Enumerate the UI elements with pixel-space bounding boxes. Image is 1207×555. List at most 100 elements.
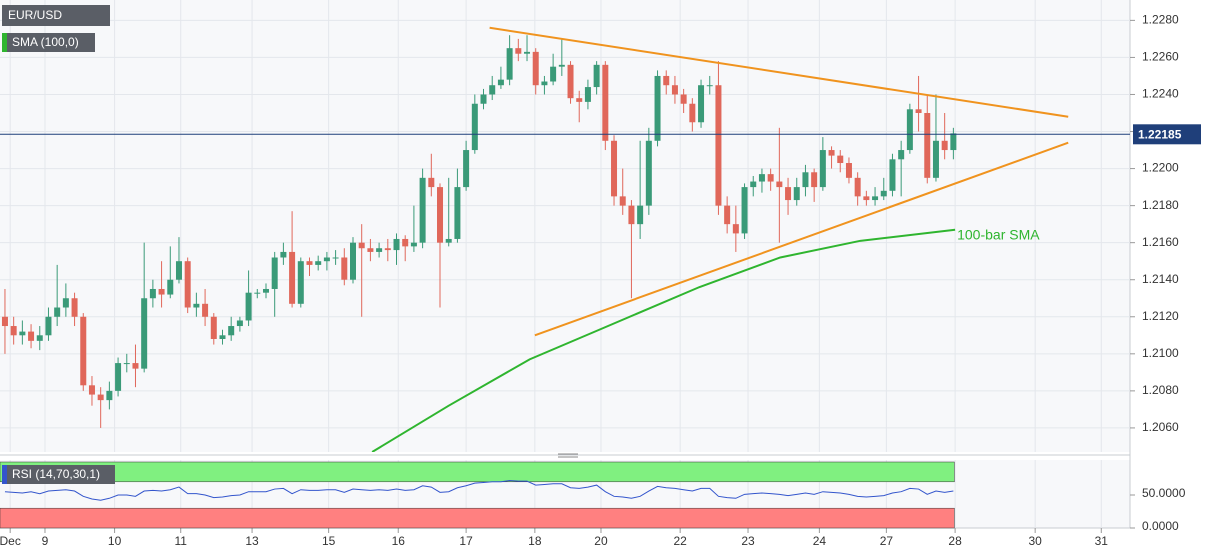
x-tick-label: 18	[528, 534, 542, 548]
candle-body	[776, 181, 783, 188]
y-tick-label: 1.2140	[1142, 272, 1179, 286]
candle-body	[245, 292, 252, 321]
candle-body	[141, 298, 148, 369]
candle-body	[184, 261, 191, 308]
rsi-y-tick-label: 0.0000	[1142, 519, 1179, 533]
y-tick-label: 1.2120	[1142, 309, 1179, 323]
separator-handle	[558, 453, 578, 458]
x-tick-label: 16	[392, 534, 406, 548]
candle-body	[698, 85, 705, 123]
candle-body	[872, 196, 879, 201]
candle-body	[419, 177, 426, 243]
candle-body	[158, 288, 165, 295]
candle-body	[262, 288, 269, 293]
candle-body	[558, 64, 565, 67]
x-tick-label: 31	[1095, 534, 1109, 548]
rsi: 50.0000 0.0000 RSI (14,70,30,1)	[0, 461, 1186, 533]
price-panel	[0, 0, 1130, 452]
candle-body	[898, 150, 905, 160]
candle-body	[628, 205, 635, 225]
candle-body	[376, 248, 383, 252]
candle-body	[437, 187, 444, 243]
candle-body	[88, 385, 95, 395]
candle-body	[228, 326, 235, 336]
candle-body	[315, 261, 322, 265]
candle-body	[576, 98, 583, 102]
sma-line	[371, 228, 956, 452]
candle-body	[811, 172, 818, 188]
x-tick-label: 28	[948, 534, 962, 548]
candle-body	[97, 394, 104, 401]
x-tick-label: 23	[741, 534, 755, 548]
candle-body	[219, 335, 226, 339]
candle-body	[10, 326, 17, 336]
candle-body	[341, 257, 348, 280]
candle-body	[306, 261, 313, 265]
candle-body	[71, 298, 78, 317]
overlay: EUR/USD SMA (100,0) 1.2060 1.2080 1.2100 1.…	[0, 5, 1201, 548]
candle-body	[332, 257, 339, 259]
candle-body	[393, 238, 400, 251]
plot	[0, 26, 1130, 452]
candle-body	[210, 316, 217, 339]
candle-body	[402, 238, 409, 247]
candle-body	[611, 140, 618, 197]
candle-body	[924, 113, 931, 178]
candle-body	[54, 307, 61, 317]
candle-body	[80, 316, 87, 386]
x-tick-label: 22	[673, 534, 687, 548]
candle-body	[236, 320, 243, 327]
candle-body	[637, 205, 644, 225]
candle-body	[671, 85, 678, 95]
candle-body	[36, 335, 43, 341]
x-tick-label: 30	[1028, 534, 1042, 548]
y-tick-label: 1.2200	[1142, 161, 1179, 175]
x-tick-label: 10	[108, 534, 122, 548]
candle-body	[602, 64, 609, 141]
last-price-badge	[1133, 124, 1201, 145]
candle-body	[19, 331, 26, 336]
candle-body	[567, 64, 574, 99]
x-tick-label: 11	[174, 534, 187, 548]
rsi-swatch	[2, 465, 7, 484]
candle-body	[106, 390, 113, 401]
indicator-box	[2, 33, 95, 52]
candle-body	[45, 316, 52, 336]
candle-body	[689, 103, 696, 123]
candle-body	[428, 177, 435, 188]
candle-body	[463, 150, 470, 188]
candle-body	[524, 51, 531, 54]
rsi-lower-band	[0, 507, 955, 529]
candle-body	[480, 94, 487, 104]
candle-body	[715, 85, 722, 206]
candle-body	[950, 133, 957, 151]
y-tick-label: 1.2060	[1142, 420, 1179, 434]
candle-body	[541, 81, 548, 86]
candle-body	[680, 94, 687, 104]
candle-body	[123, 363, 130, 365]
candle-body	[593, 64, 600, 88]
last-price-label: 1.22185	[1138, 127, 1182, 141]
candle-body	[497, 79, 504, 86]
candle-body	[471, 103, 478, 151]
rsi-line	[4, 479, 954, 501]
candle-body	[297, 261, 304, 304]
x-tick-label: 20	[594, 534, 608, 548]
candle-body	[532, 51, 539, 86]
indicator-label: SMA (100,0)	[12, 35, 79, 49]
y-tick-label: 1.2160	[1142, 235, 1179, 249]
candle-body	[254, 292, 261, 294]
y-tick-label: 1.2280	[1142, 13, 1179, 27]
x-tick-label: 15	[322, 534, 336, 548]
candle-body	[802, 172, 809, 188]
candle-body	[280, 251, 287, 258]
candle-body	[932, 140, 939, 178]
candle-body	[645, 140, 652, 206]
candle-body	[724, 205, 731, 225]
candle-body	[584, 87, 591, 102]
candle-body	[732, 224, 739, 234]
candle-body	[750, 181, 757, 188]
candle-body	[454, 187, 461, 239]
